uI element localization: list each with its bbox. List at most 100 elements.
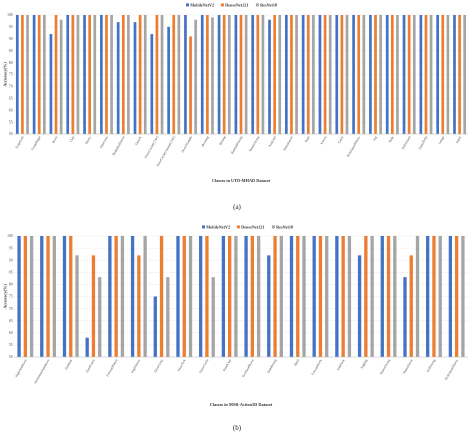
bar (390, 15, 394, 134)
bar (448, 236, 453, 357)
bar (312, 236, 316, 357)
x-tick-label: SwipeLeft (14, 135, 24, 149)
bar (306, 15, 310, 134)
bar (17, 236, 21, 357)
bar (446, 15, 450, 134)
bar (93, 15, 97, 134)
bar (52, 236, 56, 357)
bar (110, 15, 113, 134)
x-tick-label: SitToStand (401, 135, 412, 150)
bar (75, 255, 79, 357)
x-tick-label: Bowling (201, 135, 210, 147)
bar (458, 15, 461, 134)
bar (234, 15, 238, 134)
bar (251, 15, 255, 134)
legend-swatch (220, 3, 224, 7)
y-tick-label: 80 (9, 283, 13, 287)
bar (116, 22, 120, 134)
bar (318, 15, 322, 134)
bar (26, 15, 29, 134)
bar (403, 277, 407, 357)
x-tick-label: ArmCross (99, 135, 110, 149)
figure-caption: (b) (233, 424, 242, 432)
bar (137, 255, 141, 357)
bar (177, 15, 181, 134)
bar (54, 15, 58, 134)
bar (432, 236, 436, 357)
bar (296, 236, 300, 357)
bar (273, 15, 276, 134)
bar (301, 15, 305, 134)
legend-swatch (236, 225, 240, 229)
bar (302, 236, 306, 357)
bar (261, 15, 265, 134)
bar (15, 15, 19, 134)
x-tick-label: Jog (372, 135, 378, 141)
bar (100, 15, 103, 134)
x-axis-label: Classes in UTD-MHAD Dataset (212, 178, 271, 183)
bar (228, 236, 232, 357)
y-axis-label: Accuracy(%) (3, 284, 8, 309)
bar (194, 19, 198, 134)
x-tick-label: PickUpandThrow (444, 358, 459, 381)
bar (385, 15, 389, 134)
y-tick-label: 70 (9, 307, 13, 311)
bar (184, 15, 187, 134)
bar (62, 236, 67, 357)
bar (167, 26, 170, 134)
bar (412, 15, 416, 134)
x-tick-label: ArmCurl (268, 135, 277, 147)
figure-caption: (a) (233, 203, 241, 211)
bar (227, 15, 231, 134)
bar (71, 15, 75, 134)
bar (318, 236, 323, 357)
bar (85, 337, 89, 357)
y-tick-label: 65 (9, 97, 13, 101)
bar (357, 255, 362, 357)
legend-entry: MobileNetV2 (190, 2, 214, 7)
bar (200, 15, 204, 134)
bar (453, 15, 456, 134)
chart-panel-a: 50 55 60 65 70 75 80 85 90 95 100 Accuracy(%) SwipeL… (3, 2, 468, 211)
legend-entry: MobileNetV2 (206, 224, 230, 229)
y-tick-label: 95 (9, 25, 13, 29)
bar (155, 15, 159, 134)
x-tick-label: GolfSwing (426, 358, 437, 373)
bar (150, 34, 154, 134)
bar (172, 15, 176, 134)
bar (221, 236, 226, 357)
bar (379, 15, 382, 134)
bar (211, 277, 215, 357)
y-tick-label: 90 (9, 258, 13, 262)
bar (188, 236, 193, 357)
bar (273, 236, 277, 357)
x-tick-label: DrawTick (177, 358, 187, 372)
x-tick-label: Knock (320, 135, 328, 145)
bar (267, 255, 271, 357)
legend-entry: ResNet18 (260, 2, 277, 7)
x-tick-label: Walk (388, 135, 395, 143)
bar (23, 236, 27, 357)
bar (325, 236, 329, 357)
x-tick-label: DrawTriangle (180, 135, 193, 153)
bar (279, 236, 283, 357)
x-tick-label: HorizontalArmWave (33, 358, 51, 384)
x-tick-label: Hammer (64, 358, 74, 371)
bar (108, 236, 112, 357)
bar (312, 15, 315, 134)
x-tick-label: Throw (84, 135, 92, 145)
bar (369, 15, 372, 134)
x-tick-label: DrawCircle (198, 358, 209, 374)
bar (345, 15, 349, 134)
x-tick-label: Lunge (437, 135, 445, 145)
bar (176, 236, 180, 357)
bar (98, 277, 102, 357)
bar (323, 15, 327, 134)
y-tick-label: 95 (9, 246, 13, 250)
x-tick-label: TennisServe (282, 135, 294, 152)
bar (205, 236, 209, 357)
bar (415, 236, 420, 357)
legend-swatch (202, 225, 205, 229)
x-tick-label: TennisServe (402, 358, 414, 375)
bar (42, 15, 46, 134)
